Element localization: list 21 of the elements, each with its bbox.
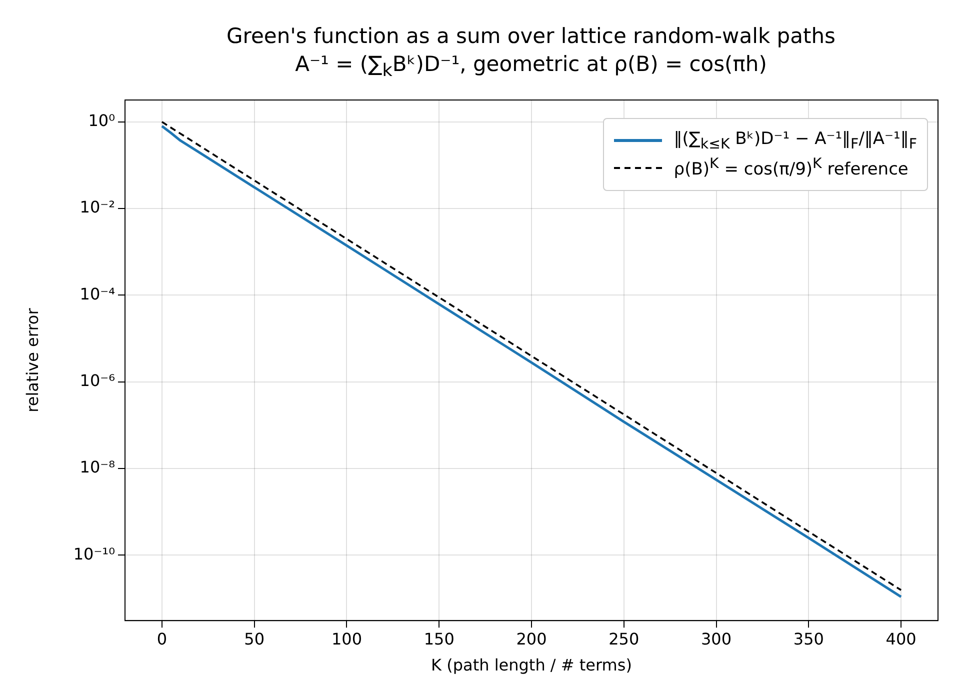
y-tick-label: 10⁻⁴ xyxy=(80,284,115,304)
x-tick-label: 100 xyxy=(331,629,362,648)
x-axis-title: K (path length / # terms) xyxy=(431,656,632,675)
x-tick-label: 200 xyxy=(516,629,547,648)
legend-label: ρ(B)$^{K}$ = cos(π/9)$^{K}$ reference xyxy=(674,156,908,180)
chart-title: Green's function as a sum over lattice random-walk paths xyxy=(226,23,836,50)
x-tick-label: 50 xyxy=(244,629,265,648)
x-tick-label: 300 xyxy=(701,629,732,648)
y-tick-label: 10⁰ xyxy=(88,111,115,130)
x-tick-label: 400 xyxy=(886,629,916,648)
chart-subtitle: A⁻¹ = (∑$_{k}$Bᵏ)D⁻¹, geometric at ρ(B) = cos(πh) xyxy=(294,51,768,84)
legend-label: ‖(∑$_{k≤K}$ Bᵏ)D⁻¹ − A⁻¹‖$_{F}$/‖A⁻¹‖$_{F}$ xyxy=(674,129,917,152)
y-tick-label: 10⁻¹⁰ xyxy=(73,544,115,564)
x-tick-label: 0 xyxy=(156,629,168,648)
x-tick-label: 350 xyxy=(793,629,824,648)
y-tick-label: 10⁻² xyxy=(80,198,115,217)
y-tick-label: 10⁻⁶ xyxy=(80,371,115,390)
y-tick-label: 10⁻⁸ xyxy=(80,458,115,477)
x-tick-label: 250 xyxy=(608,629,640,648)
x-tick-label: 150 xyxy=(424,629,454,648)
y-axis-title: relative error xyxy=(22,308,42,412)
